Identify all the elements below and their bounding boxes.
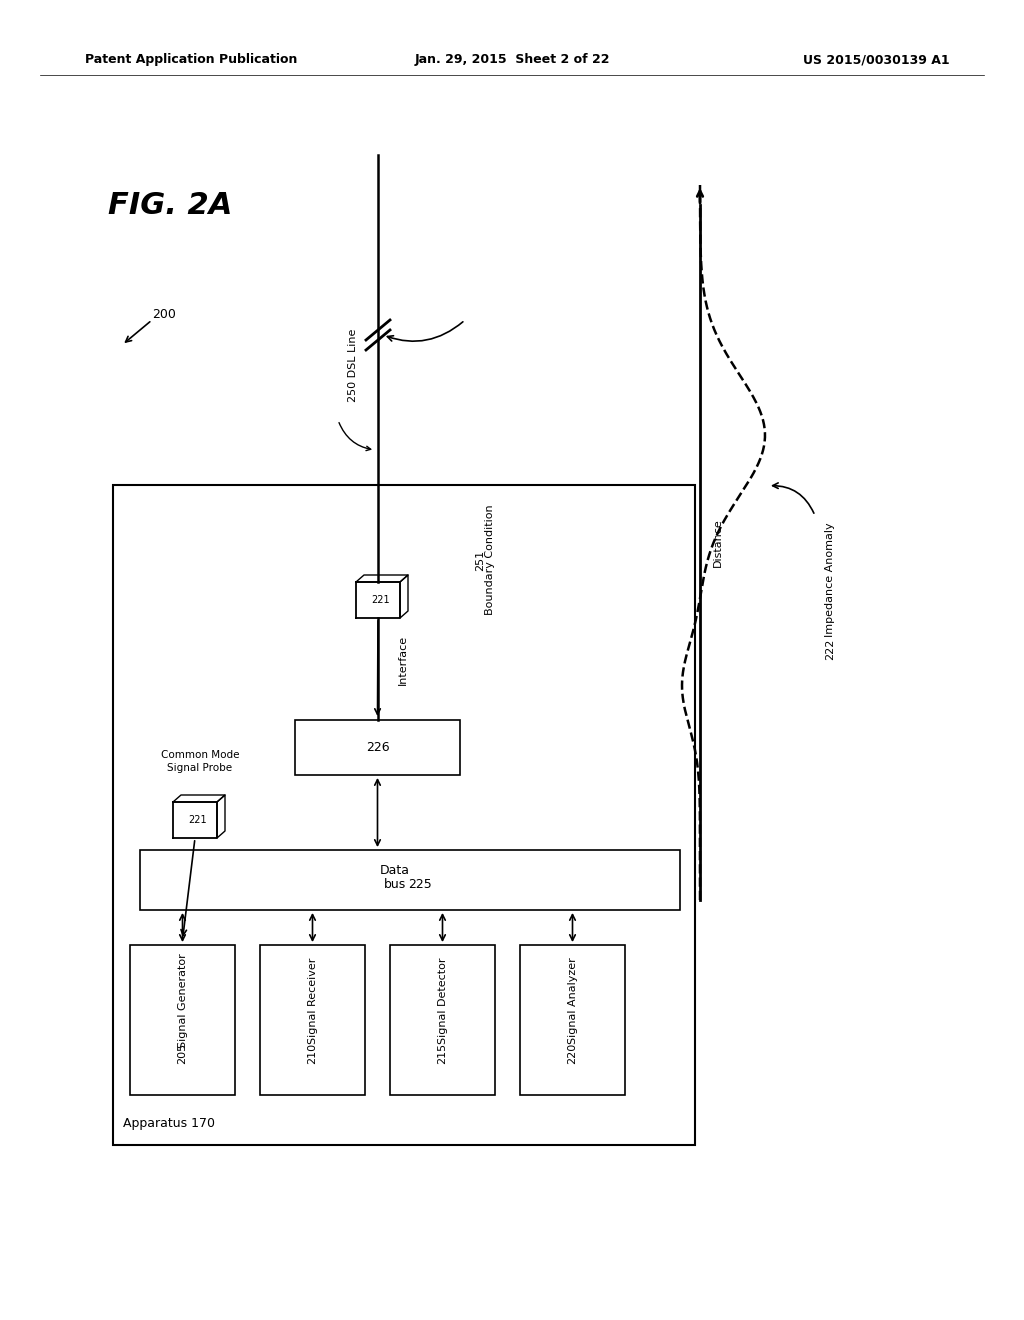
Bar bbox=[260, 945, 365, 1096]
Text: FIG. 2A: FIG. 2A bbox=[108, 190, 232, 219]
Bar bbox=[295, 719, 460, 775]
Text: Signal Analyzer: Signal Analyzer bbox=[567, 957, 578, 1044]
Text: Jan. 29, 2015  Sheet 2 of 22: Jan. 29, 2015 Sheet 2 of 22 bbox=[415, 54, 609, 66]
Text: Signal Receiver: Signal Receiver bbox=[307, 957, 317, 1044]
Text: 251: 251 bbox=[475, 549, 485, 570]
Bar bbox=[520, 945, 625, 1096]
Text: Common Mode: Common Mode bbox=[161, 750, 240, 760]
Text: US 2015/0030139 A1: US 2015/0030139 A1 bbox=[804, 54, 950, 66]
Text: Apparatus 170: Apparatus 170 bbox=[123, 1117, 215, 1130]
Text: Distance: Distance bbox=[713, 519, 723, 566]
Text: 221: 221 bbox=[188, 814, 207, 825]
Text: Signal Generator: Signal Generator bbox=[177, 953, 187, 1048]
Text: 200: 200 bbox=[152, 309, 176, 322]
Text: Interface: Interface bbox=[398, 635, 408, 685]
Text: 225: 225 bbox=[409, 879, 432, 891]
Bar bbox=[140, 850, 680, 909]
Text: 205: 205 bbox=[177, 1043, 187, 1064]
Text: 220: 220 bbox=[567, 1043, 578, 1064]
Text: 250 DSL Line: 250 DSL Line bbox=[348, 329, 358, 401]
Text: Boundary Condition: Boundary Condition bbox=[485, 504, 495, 615]
Text: 226: 226 bbox=[366, 741, 389, 754]
Text: Impedance Anomaly: Impedance Anomaly bbox=[825, 523, 835, 638]
Text: Patent Application Publication: Patent Application Publication bbox=[85, 54, 297, 66]
Text: 210: 210 bbox=[307, 1043, 317, 1064]
Text: Data: Data bbox=[380, 863, 410, 876]
Text: Signal Detector: Signal Detector bbox=[437, 957, 447, 1044]
Text: Signal Probe: Signal Probe bbox=[168, 763, 232, 774]
Text: 221: 221 bbox=[372, 595, 390, 605]
Text: bus: bus bbox=[384, 879, 407, 891]
Bar bbox=[390, 945, 495, 1096]
Bar bbox=[113, 484, 695, 1144]
Bar bbox=[130, 945, 234, 1096]
Text: 222: 222 bbox=[825, 639, 835, 660]
Text: 215: 215 bbox=[437, 1043, 447, 1064]
